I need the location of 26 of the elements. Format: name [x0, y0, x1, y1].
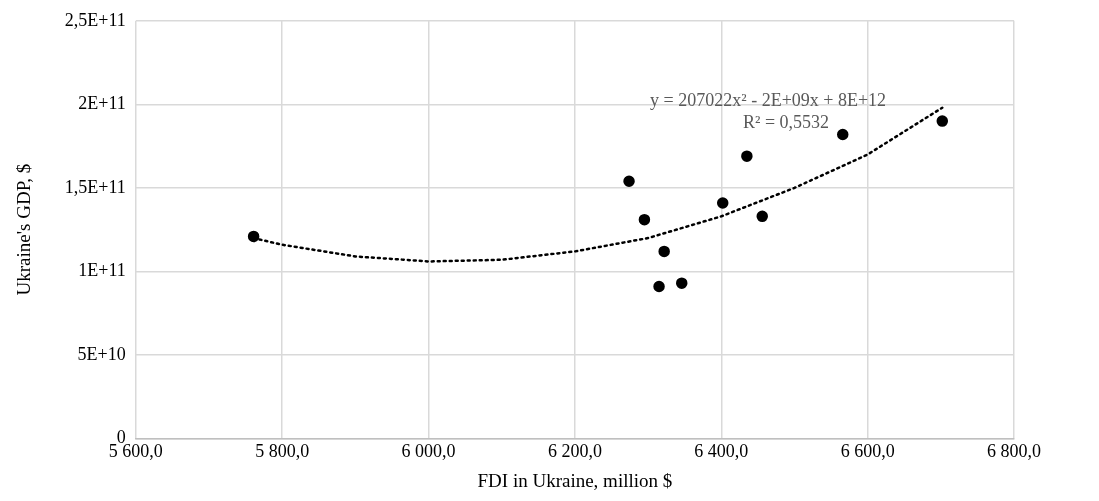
point	[623, 175, 635, 187]
x-tick-label: 6 600,0	[840, 441, 895, 462]
annotation: y = 207022x² - 2E+09x + 8E+12	[650, 89, 887, 110]
x-axis-title: FDI in Ukraine, million $	[477, 469, 673, 491]
y-axis-title: Ukraine's GDP, $	[13, 163, 35, 296]
point	[716, 197, 729, 209]
point	[741, 150, 753, 162]
x-tick-label: 6 200,0	[547, 441, 602, 462]
point	[936, 115, 949, 127]
x-tick-label: 6 000,0	[401, 441, 456, 462]
y-tick-label: 2E+11	[78, 93, 126, 114]
y-tick-label: 5E+10	[77, 343, 126, 364]
x-tick-label: 6 400,0	[694, 441, 749, 462]
x-tick-label: 6 800,0	[987, 441, 1041, 462]
point	[675, 277, 688, 289]
point	[837, 128, 849, 141]
point	[247, 230, 260, 243]
y-tick-label: 1,5E+11	[64, 176, 126, 197]
y-tick-label: 2,5E+11	[64, 9, 126, 30]
y-tick-label: 1E+11	[78, 260, 126, 281]
x-tick-label: 5 800,0	[255, 441, 310, 462]
point	[653, 280, 665, 293]
annotation: R² = 0,5532	[743, 111, 830, 132]
point	[658, 245, 670, 258]
point	[638, 213, 651, 226]
point	[756, 210, 768, 223]
